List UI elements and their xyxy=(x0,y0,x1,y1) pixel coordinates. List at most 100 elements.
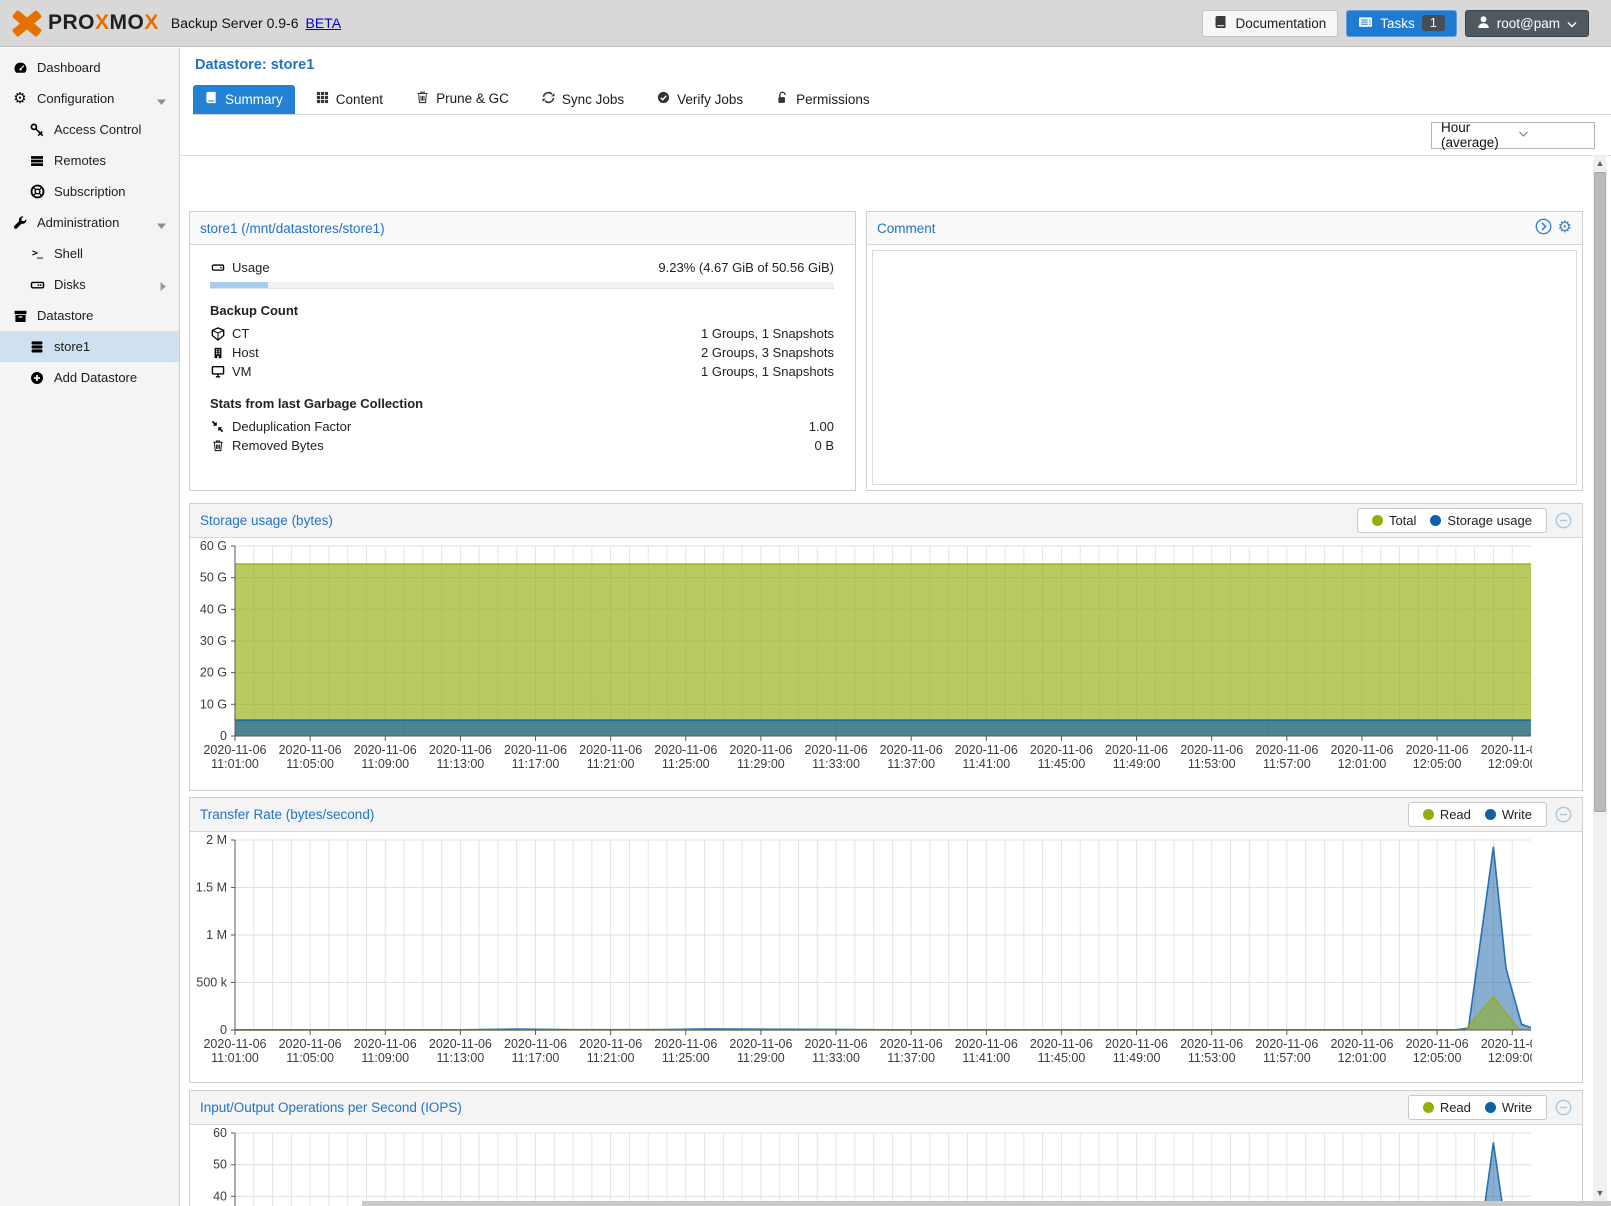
sidebar-item-access-control[interactable]: Access Control xyxy=(0,114,179,145)
storage-usage-chart-panel: Storage usage (bytes) Total Storage usag… xyxy=(189,503,1583,791)
transfer-rate-chart-panel: Transfer Rate (bytes/second) Read Write … xyxy=(189,797,1583,1083)
expand-chevron-circle-icon[interactable] xyxy=(1535,218,1552,238)
svg-text:2020-11-06: 2020-11-06 xyxy=(354,1037,417,1051)
gear-icon[interactable]: ⚙ xyxy=(1557,219,1572,236)
svg-text:12:05:00: 12:05:00 xyxy=(1413,757,1462,771)
sidebar-item-shell[interactable]: >_ Shell xyxy=(0,238,179,269)
chart-legend: Read Write xyxy=(1407,802,1547,827)
svg-text:11:17:00: 11:17:00 xyxy=(512,1051,560,1065)
backup-count-heading: Backup Count xyxy=(210,303,299,318)
svg-text:1.5 M: 1.5 M xyxy=(196,881,227,895)
svg-text:2020-11-06: 2020-11-06 xyxy=(1406,743,1469,757)
archive-icon xyxy=(10,309,30,323)
svg-text:2020-11-06: 2020-11-06 xyxy=(203,1037,266,1051)
ct-count-row: CT 1 Groups, 1 Snapshots xyxy=(210,324,834,343)
svg-text:2020-11-06: 2020-11-06 xyxy=(805,1037,868,1051)
caret-down-icon[interactable] xyxy=(156,218,167,233)
tab-permissions[interactable]: Permissions xyxy=(764,85,882,114)
product-version: Backup Server 0.9-6 xyxy=(170,15,299,31)
svg-text:2020-11-06: 2020-11-06 xyxy=(429,743,492,757)
legend-item-read[interactable]: Read xyxy=(1418,1100,1476,1115)
sidebar-item-datastore[interactable]: Datastore xyxy=(0,300,179,331)
book-icon xyxy=(1214,15,1228,32)
summary-scroll-area: store1 (/mnt/datastores/store1) Usage 9.… xyxy=(181,203,1611,1206)
sidebar-item-disks[interactable]: Disks xyxy=(0,269,179,300)
list-icon xyxy=(27,154,47,168)
user-menu-button[interactable]: root@pam xyxy=(1464,9,1589,37)
svg-text:2020-11-06: 2020-11-06 xyxy=(1481,1037,1532,1051)
legend-item-write[interactable]: Write xyxy=(1480,807,1537,822)
legend-dot xyxy=(1422,809,1434,820)
svg-text:11:49:00: 11:49:00 xyxy=(1113,757,1161,771)
sidebar: Dashboard ⚙ Configuration Access Control… xyxy=(0,48,180,1206)
legend-item-write[interactable]: Write xyxy=(1480,1100,1537,1115)
gears-icon: ⚙ xyxy=(13,90,27,107)
svg-text:500 k: 500 k xyxy=(196,976,227,990)
proxmox-x-logo-icon xyxy=(11,8,43,38)
svg-text:11:09:00: 11:09:00 xyxy=(361,757,409,771)
svg-text:2020-11-06: 2020-11-06 xyxy=(1255,743,1318,757)
sidebar-item-store1[interactable]: store1 xyxy=(0,331,179,362)
sidebar-item-subscription[interactable]: Subscription xyxy=(0,176,179,207)
svg-text:11:29:00: 11:29:00 xyxy=(737,757,785,771)
bottom-scrollbar[interactable] xyxy=(362,1201,1611,1206)
tasks-button[interactable]: Tasks 1 xyxy=(1346,9,1457,37)
sidebar-item-remotes[interactable]: Remotes xyxy=(0,145,179,176)
svg-text:2020-11-06: 2020-11-06 xyxy=(880,1037,943,1051)
key-icon xyxy=(27,123,47,137)
svg-text:11:25:00: 11:25:00 xyxy=(662,757,710,771)
tab-sync-jobs[interactable]: Sync Jobs xyxy=(530,85,636,114)
svg-text:0: 0 xyxy=(220,729,227,743)
svg-text:2020-11-06: 2020-11-06 xyxy=(279,743,342,757)
timeframe-select[interactable]: Hour (average) xyxy=(1431,120,1595,150)
sync-icon xyxy=(542,91,555,107)
svg-text:2020-11-06: 2020-11-06 xyxy=(1180,1037,1243,1051)
tab-content[interactable]: Content xyxy=(304,85,395,114)
minus-circle-icon[interactable] xyxy=(1555,806,1572,823)
legend-dot xyxy=(1371,515,1383,526)
svg-text:11:37:00: 11:37:00 xyxy=(887,1051,935,1065)
terminal-icon: >_ xyxy=(31,248,43,259)
sidebar-item-configuration[interactable]: ⚙ Configuration xyxy=(0,83,179,114)
chevron-down-icon xyxy=(1518,129,1586,141)
svg-text:60: 60 xyxy=(213,1126,227,1140)
legend-item-read[interactable]: Read xyxy=(1418,807,1476,822)
caret-right-icon[interactable] xyxy=(159,280,167,295)
usage-value: 9.23% (4.67 GiB of 50.56 GiB) xyxy=(658,260,834,275)
vertical-scrollbar[interactable]: ▲ ▼ xyxy=(1593,155,1607,1201)
scroll-up-arrow[interactable]: ▲ xyxy=(1595,158,1605,168)
sidebar-item-add-datastore[interactable]: Add Datastore xyxy=(0,362,179,393)
tab-summary[interactable]: Summary xyxy=(193,85,295,114)
legend-item-storage-usage[interactable]: Storage usage xyxy=(1425,513,1537,528)
svg-text:11:29:00: 11:29:00 xyxy=(737,1051,785,1065)
compress-icon xyxy=(210,420,225,433)
scrollbar-thumb[interactable] xyxy=(1594,172,1606,812)
caret-down-icon[interactable] xyxy=(156,94,167,109)
minus-circle-icon[interactable] xyxy=(1555,512,1572,529)
svg-text:50: 50 xyxy=(213,1158,227,1172)
legend-dot xyxy=(1430,515,1442,526)
documentation-button[interactable]: Documentation xyxy=(1202,9,1339,37)
beta-link[interactable]: BETA xyxy=(305,15,342,31)
comment-field[interactable] xyxy=(872,250,1577,485)
minus-circle-icon[interactable] xyxy=(1555,1099,1572,1116)
scroll-down-arrow[interactable]: ▼ xyxy=(1595,1188,1605,1198)
usage-label: Usage xyxy=(232,260,270,275)
host-count-row: Host 2 Groups, 3 Snapshots xyxy=(210,343,834,362)
svg-text:11:21:00: 11:21:00 xyxy=(587,1051,635,1065)
transfer-rate-chart-title: Transfer Rate (bytes/second) xyxy=(200,807,375,822)
sidebar-item-administration[interactable]: Administration xyxy=(0,207,179,238)
store1-panel-title: store1 (/mnt/datastores/store1) xyxy=(200,220,385,236)
svg-text:2020-11-06: 2020-11-06 xyxy=(279,1037,342,1051)
svg-text:60 G: 60 G xyxy=(200,539,227,553)
building-icon xyxy=(210,346,225,360)
tab-verify-jobs[interactable]: Verify Jobs xyxy=(645,85,755,114)
svg-text:11:17:00: 11:17:00 xyxy=(512,757,560,771)
svg-text:40 G: 40 G xyxy=(200,602,227,616)
legend-item-total[interactable]: Total xyxy=(1367,513,1421,528)
tab-prune-gc[interactable]: Prune & GC xyxy=(404,84,521,114)
sidebar-item-dashboard[interactable]: Dashboard xyxy=(0,52,179,83)
svg-text:11:01:00: 11:01:00 xyxy=(211,1051,259,1065)
svg-text:2020-11-06: 2020-11-06 xyxy=(1406,1037,1469,1051)
